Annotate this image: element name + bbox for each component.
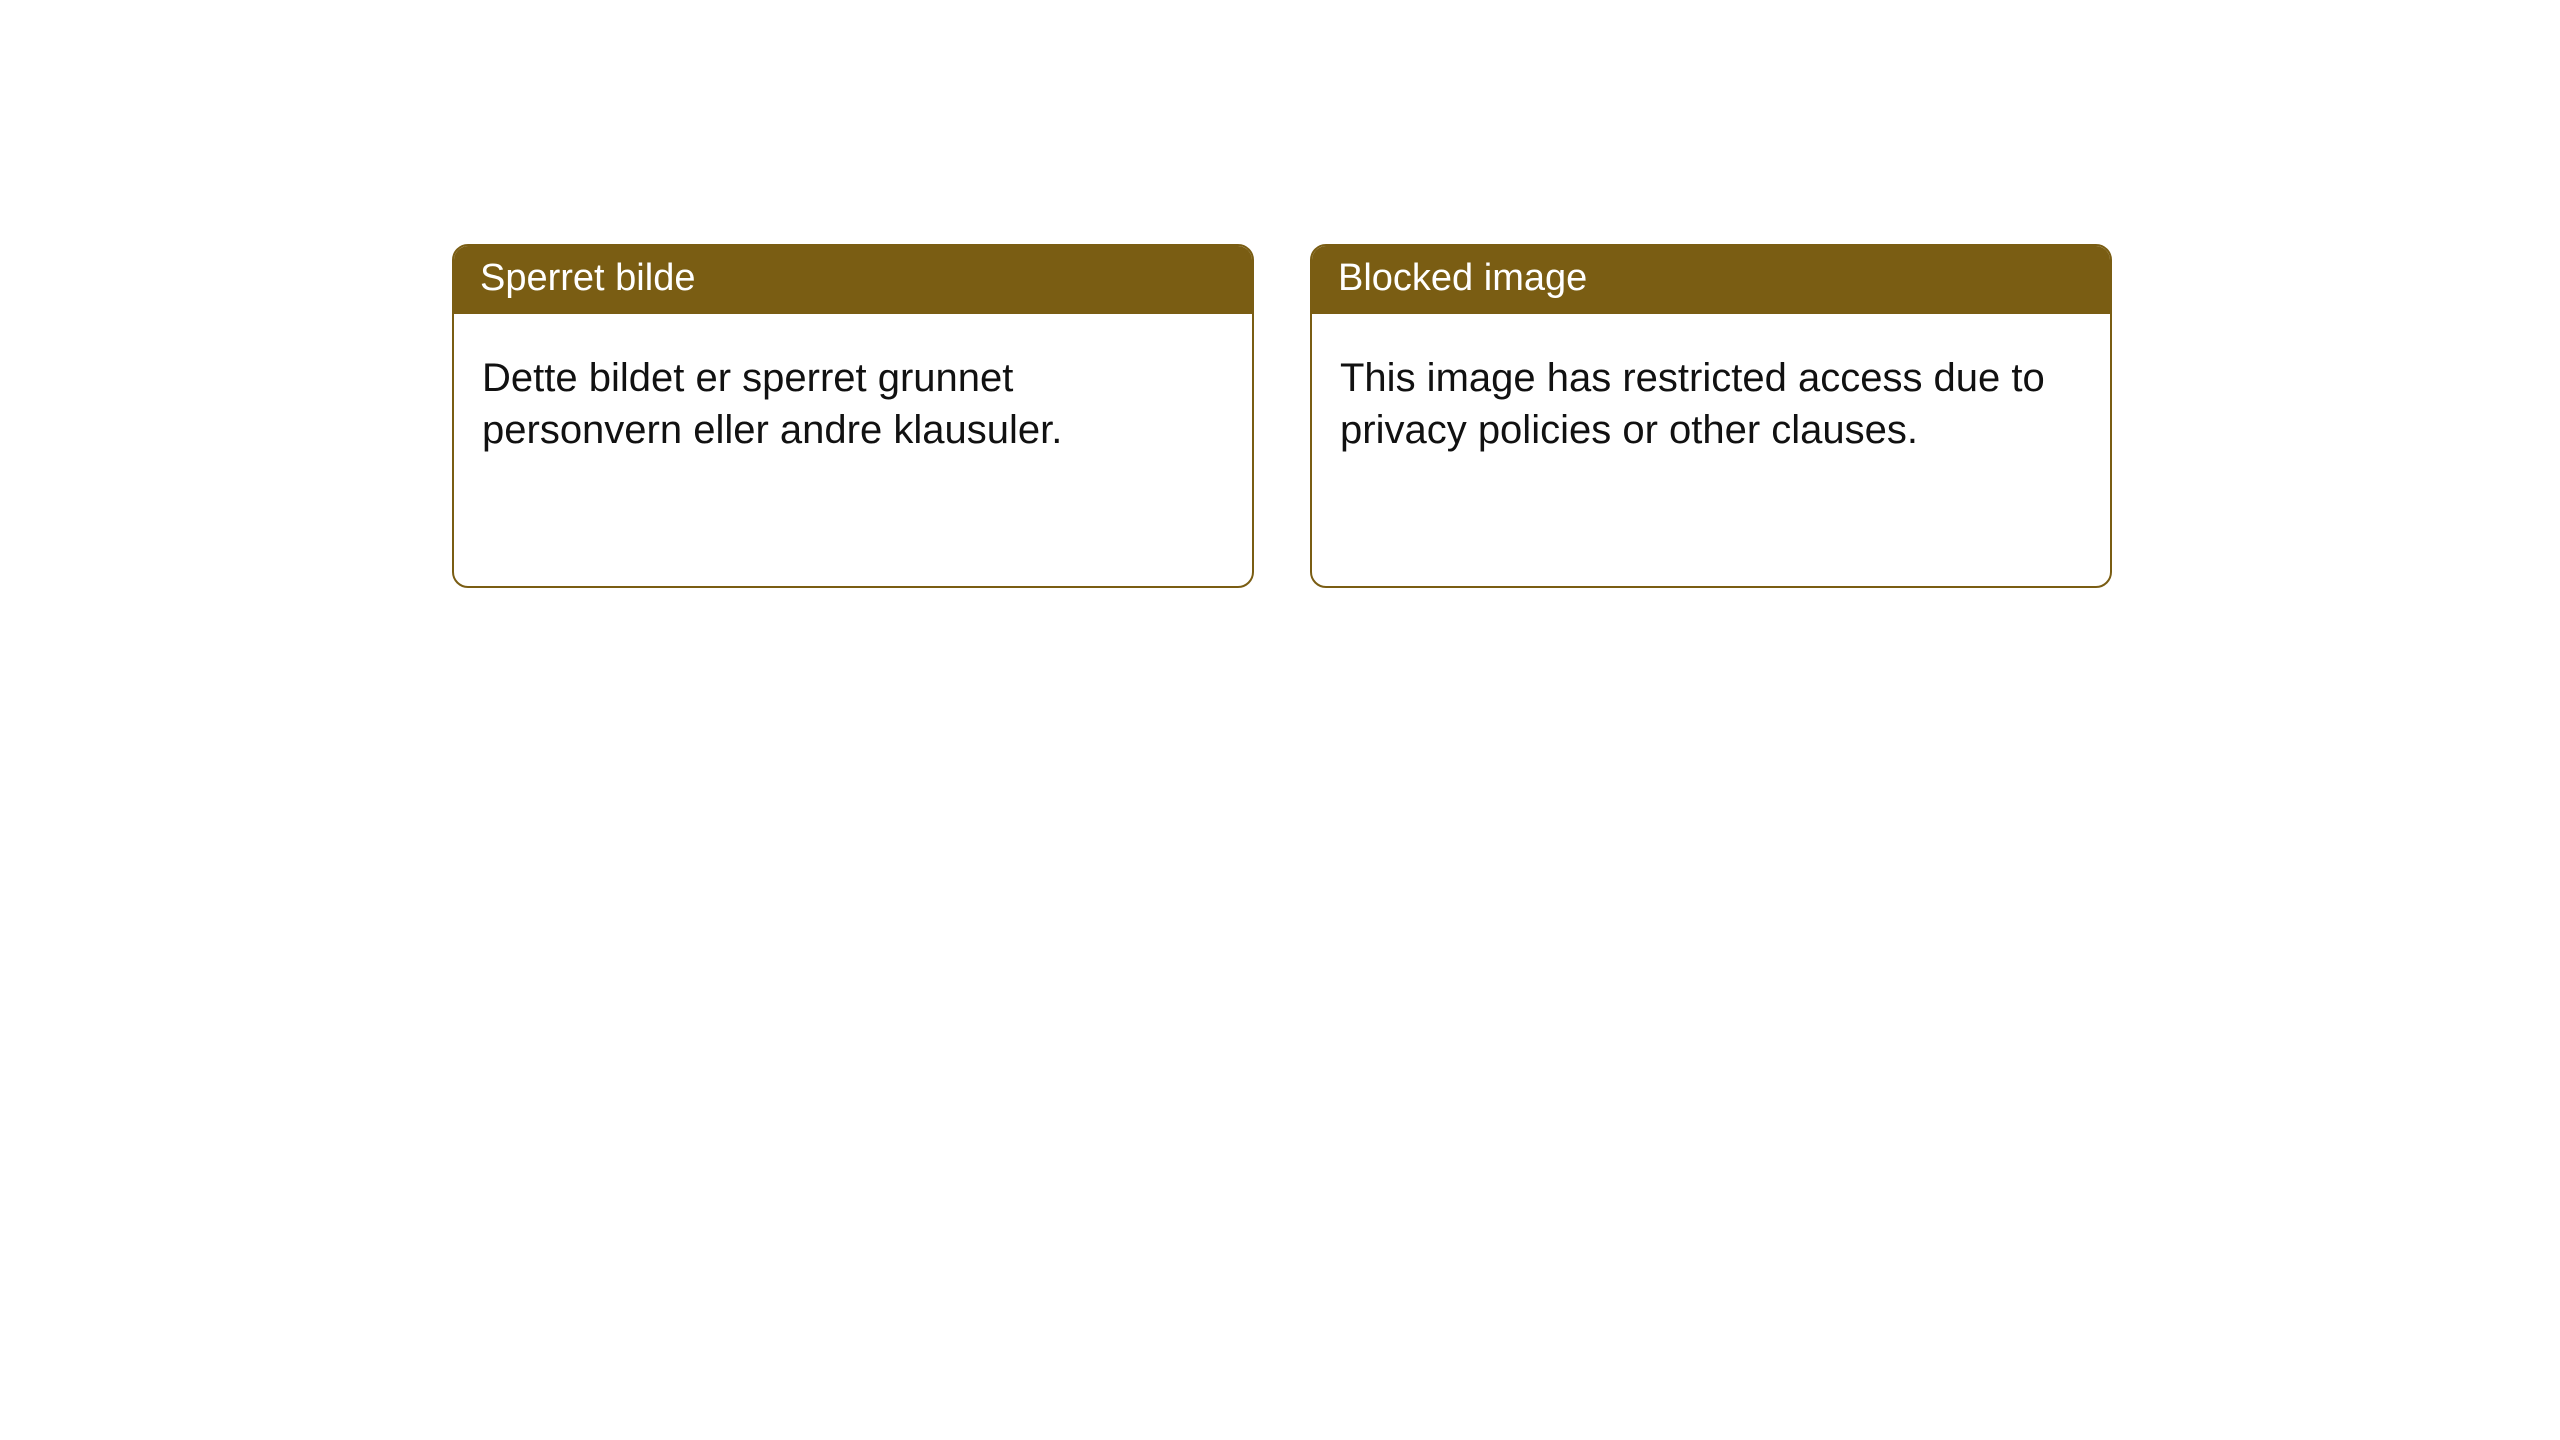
card-header-en: Blocked image <box>1312 246 2110 314</box>
blocked-image-card-en: Blocked image This image has restricted … <box>1310 244 2112 588</box>
card-body-no: Dette bildet er sperret grunnet personve… <box>454 314 1252 586</box>
blocked-image-card-no: Sperret bilde Dette bildet er sperret gr… <box>452 244 1254 588</box>
card-body-en: This image has restricted access due to … <box>1312 314 2110 586</box>
card-header-no: Sperret bilde <box>454 246 1252 314</box>
notice-container: Sperret bilde Dette bildet er sperret gr… <box>0 0 2560 588</box>
